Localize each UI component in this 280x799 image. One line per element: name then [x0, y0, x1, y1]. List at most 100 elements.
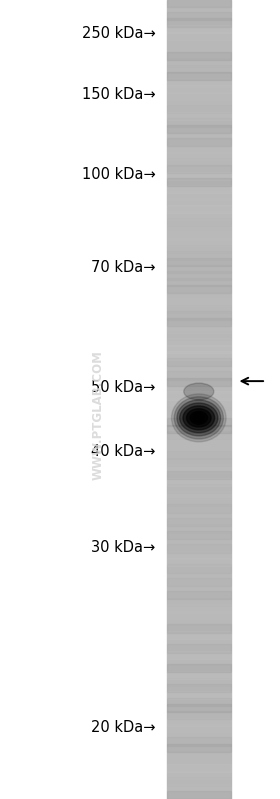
- Bar: [167, 518, 231, 526]
- Bar: [167, 344, 231, 353]
- Bar: [167, 511, 231, 519]
- Bar: [167, 38, 231, 46]
- Bar: [167, 45, 231, 54]
- Bar: [167, 671, 231, 679]
- Bar: [167, 784, 231, 793]
- Bar: [167, 604, 231, 613]
- Bar: [167, 158, 231, 166]
- Bar: [167, 678, 231, 686]
- Bar: [167, 318, 231, 326]
- Bar: [167, 751, 231, 759]
- Bar: [167, 744, 231, 753]
- Bar: [167, 464, 231, 473]
- Bar: [167, 272, 231, 280]
- Bar: [167, 471, 231, 479]
- Bar: [167, 504, 231, 513]
- Bar: [167, 18, 231, 26]
- Bar: [167, 551, 231, 559]
- Bar: [167, 165, 231, 173]
- Bar: [167, 178, 231, 186]
- Bar: [167, 85, 231, 93]
- Ellipse shape: [177, 400, 221, 436]
- Bar: [167, 378, 231, 386]
- Bar: [167, 125, 231, 133]
- Text: 20 kDa→: 20 kDa→: [91, 720, 155, 734]
- Bar: [167, 52, 231, 60]
- Bar: [167, 225, 231, 233]
- Bar: [167, 92, 231, 100]
- Bar: [167, 338, 231, 346]
- Bar: [167, 691, 231, 699]
- Bar: [167, 777, 231, 785]
- Bar: [167, 578, 231, 586]
- Bar: [167, 438, 231, 446]
- Text: 50 kDa→: 50 kDa→: [91, 380, 155, 395]
- Text: 70 kDa→: 70 kDa→: [91, 260, 155, 275]
- Bar: [167, 352, 231, 360]
- Bar: [167, 138, 231, 146]
- Bar: [167, 398, 231, 406]
- Bar: [167, 105, 231, 113]
- Bar: [167, 25, 231, 34]
- Bar: [167, 484, 231, 493]
- Bar: [167, 684, 231, 693]
- Bar: [167, 218, 231, 226]
- Bar: [167, 451, 231, 459]
- Bar: [167, 531, 231, 539]
- Text: 30 kDa→: 30 kDa→: [91, 540, 155, 555]
- Bar: [167, 252, 231, 260]
- Text: WWW.PTGLAB.COM: WWW.PTGLAB.COM: [92, 351, 104, 480]
- Bar: [167, 392, 231, 400]
- Bar: [167, 598, 231, 606]
- Bar: [167, 644, 231, 653]
- Bar: [167, 498, 231, 506]
- Bar: [167, 558, 231, 566]
- Bar: [167, 145, 231, 153]
- Text: 250 kDa→: 250 kDa→: [82, 26, 155, 41]
- Bar: [167, 544, 231, 553]
- Bar: [167, 724, 231, 733]
- Bar: [167, 431, 231, 439]
- Ellipse shape: [180, 403, 218, 433]
- Bar: [167, 757, 231, 765]
- Bar: [167, 152, 231, 160]
- Bar: [167, 58, 231, 66]
- Bar: [167, 624, 231, 633]
- Bar: [167, 538, 231, 546]
- Bar: [167, 264, 231, 273]
- Bar: [167, 651, 231, 659]
- Bar: [167, 332, 231, 340]
- Bar: [167, 411, 231, 419]
- Bar: [167, 292, 231, 300]
- Bar: [167, 0, 231, 799]
- Bar: [167, 631, 231, 639]
- Bar: [167, 444, 231, 453]
- Bar: [167, 258, 231, 266]
- Bar: [167, 232, 231, 240]
- Bar: [167, 524, 231, 533]
- Bar: [167, 78, 231, 86]
- Bar: [167, 172, 231, 180]
- Bar: [167, 5, 231, 14]
- Bar: [167, 384, 231, 393]
- Bar: [167, 244, 231, 253]
- Ellipse shape: [193, 414, 204, 422]
- Bar: [167, 278, 231, 286]
- Bar: [167, 698, 231, 706]
- Bar: [167, 358, 231, 366]
- Bar: [167, 238, 231, 246]
- Bar: [167, 65, 231, 74]
- Bar: [167, 658, 231, 666]
- Bar: [167, 771, 231, 779]
- Bar: [167, 72, 231, 80]
- Bar: [167, 212, 231, 220]
- Bar: [167, 404, 231, 413]
- Bar: [167, 478, 231, 486]
- Bar: [167, 638, 231, 646]
- Bar: [167, 312, 231, 320]
- Ellipse shape: [174, 397, 223, 439]
- Text: 100 kDa→: 100 kDa→: [82, 167, 155, 181]
- Bar: [167, 424, 231, 433]
- Bar: [167, 737, 231, 745]
- Bar: [167, 304, 231, 313]
